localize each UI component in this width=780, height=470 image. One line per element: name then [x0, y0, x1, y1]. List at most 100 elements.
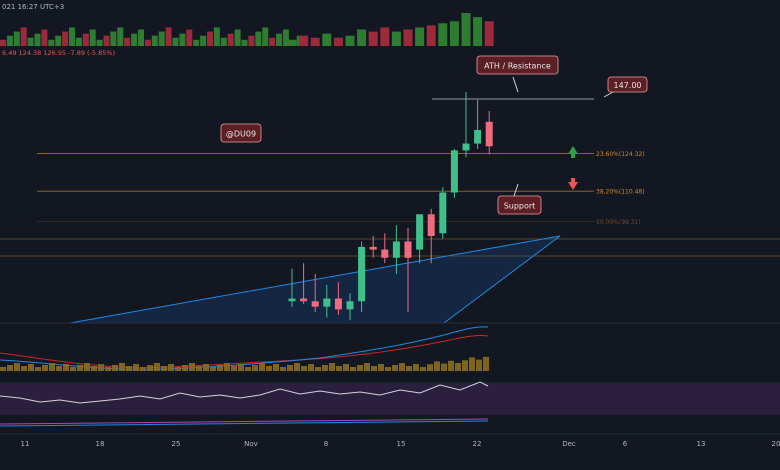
candle[interactable] [474, 100, 482, 149]
time-axis-tick: 11 [21, 440, 30, 448]
indicator-bar [147, 365, 153, 371]
candle[interactable] [369, 236, 377, 258]
volume-bar [193, 39, 200, 46]
volume-bar [220, 37, 227, 46]
up-arrow-icon [568, 146, 578, 158]
volume-bar [13, 31, 20, 46]
candle[interactable] [358, 241, 366, 313]
indicator-bar [140, 367, 146, 371]
volume-bar [380, 27, 390, 46]
candle-body [381, 249, 389, 258]
indicator-bar [105, 367, 111, 371]
candle[interactable] [416, 214, 424, 264]
watermark-label[interactable]: @DU09 [220, 123, 262, 143]
candle-body [485, 121, 493, 147]
volume-bar [234, 29, 241, 46]
volume-bar [403, 29, 413, 46]
indicator-bar [70, 367, 76, 371]
indicator-bar [448, 360, 454, 371]
price-147-label[interactable]: 147.00 [607, 76, 648, 93]
candle-body [311, 301, 319, 307]
candle[interactable] [439, 187, 447, 239]
indicator-bar [294, 363, 300, 371]
candle[interactable] [300, 263, 308, 304]
volume-bar [55, 35, 62, 46]
volume-bar [144, 39, 151, 46]
volume-bar [415, 27, 425, 46]
volume-bar [89, 29, 96, 46]
indicator-bar [42, 365, 48, 371]
indicator-bar [259, 363, 265, 371]
indicator-bar [224, 363, 230, 371]
indicator-bar [399, 363, 405, 371]
indicator-bar [238, 364, 244, 371]
time-axis-tick: Nov [244, 440, 258, 448]
candle[interactable] [346, 293, 354, 321]
volume-bar [391, 31, 401, 46]
candle-body [427, 214, 435, 236]
volume-bar [426, 25, 436, 46]
volume-bar [368, 31, 378, 46]
indicator-bar [315, 367, 321, 371]
candle[interactable] [381, 233, 389, 264]
volume-bar [179, 33, 186, 46]
indicator-bar [441, 363, 447, 371]
candle-body [462, 143, 470, 151]
volume-bar [357, 29, 367, 46]
volume-bar [27, 37, 34, 46]
time-axis[interactable]: 11 18 25 Nov 8 15 22 Dec 6 13 20 [21, 440, 780, 448]
ath-resistance-text: ATH / Resistance [484, 62, 551, 71]
volume-bar [438, 23, 448, 46]
candle[interactable] [323, 284, 331, 318]
indicator-bar [413, 364, 419, 371]
candle[interactable] [450, 149, 458, 198]
indicator-bar [112, 365, 118, 371]
candle-body [474, 129, 482, 144]
volume-bar [262, 27, 269, 46]
indicator-bar [203, 364, 209, 371]
candle[interactable] [485, 110, 493, 155]
indicator-bar [357, 365, 363, 371]
volume-bar [200, 35, 207, 46]
volume-bar [20, 27, 27, 46]
indicator-bar [406, 366, 412, 371]
candle[interactable] [462, 91, 470, 158]
price-147-text: 147.00 [614, 81, 642, 90]
ath-resistance-label[interactable]: ATH / Resistance [476, 55, 559, 75]
candle[interactable] [392, 225, 400, 275]
indicator-bar [434, 361, 440, 371]
indicator-bar [49, 363, 55, 371]
volume-bar [48, 39, 55, 46]
candle[interactable] [404, 227, 412, 313]
indicator-bar [427, 364, 433, 371]
moving-average-pane [0, 326, 489, 371]
indicator-bar [77, 365, 83, 371]
candle[interactable] [427, 208, 435, 264]
candle-body [404, 241, 412, 258]
volume-bar [131, 33, 138, 46]
volume-bar [333, 37, 343, 46]
candle[interactable] [334, 282, 342, 315]
indicator-bar [126, 366, 132, 371]
candlestick-series [288, 91, 493, 321]
indicator-bar [329, 363, 335, 371]
candle[interactable] [288, 268, 296, 307]
indicator-bar [301, 366, 307, 371]
volume-series [0, 13, 494, 46]
volume-bar [138, 29, 144, 46]
indicator-bar [385, 367, 391, 371]
indicator-bar [28, 364, 34, 371]
volume-bar [473, 17, 483, 46]
indicator-bar [189, 363, 195, 371]
volume-bar [461, 13, 471, 46]
candle[interactable] [311, 274, 319, 313]
candle-body [416, 214, 424, 250]
support-label[interactable]: Support [497, 195, 542, 215]
candle-body [323, 298, 331, 307]
indicator-bar [63, 364, 69, 371]
volume-bar [449, 21, 459, 46]
volume-bar [287, 39, 297, 46]
indicator-bar [245, 367, 251, 371]
